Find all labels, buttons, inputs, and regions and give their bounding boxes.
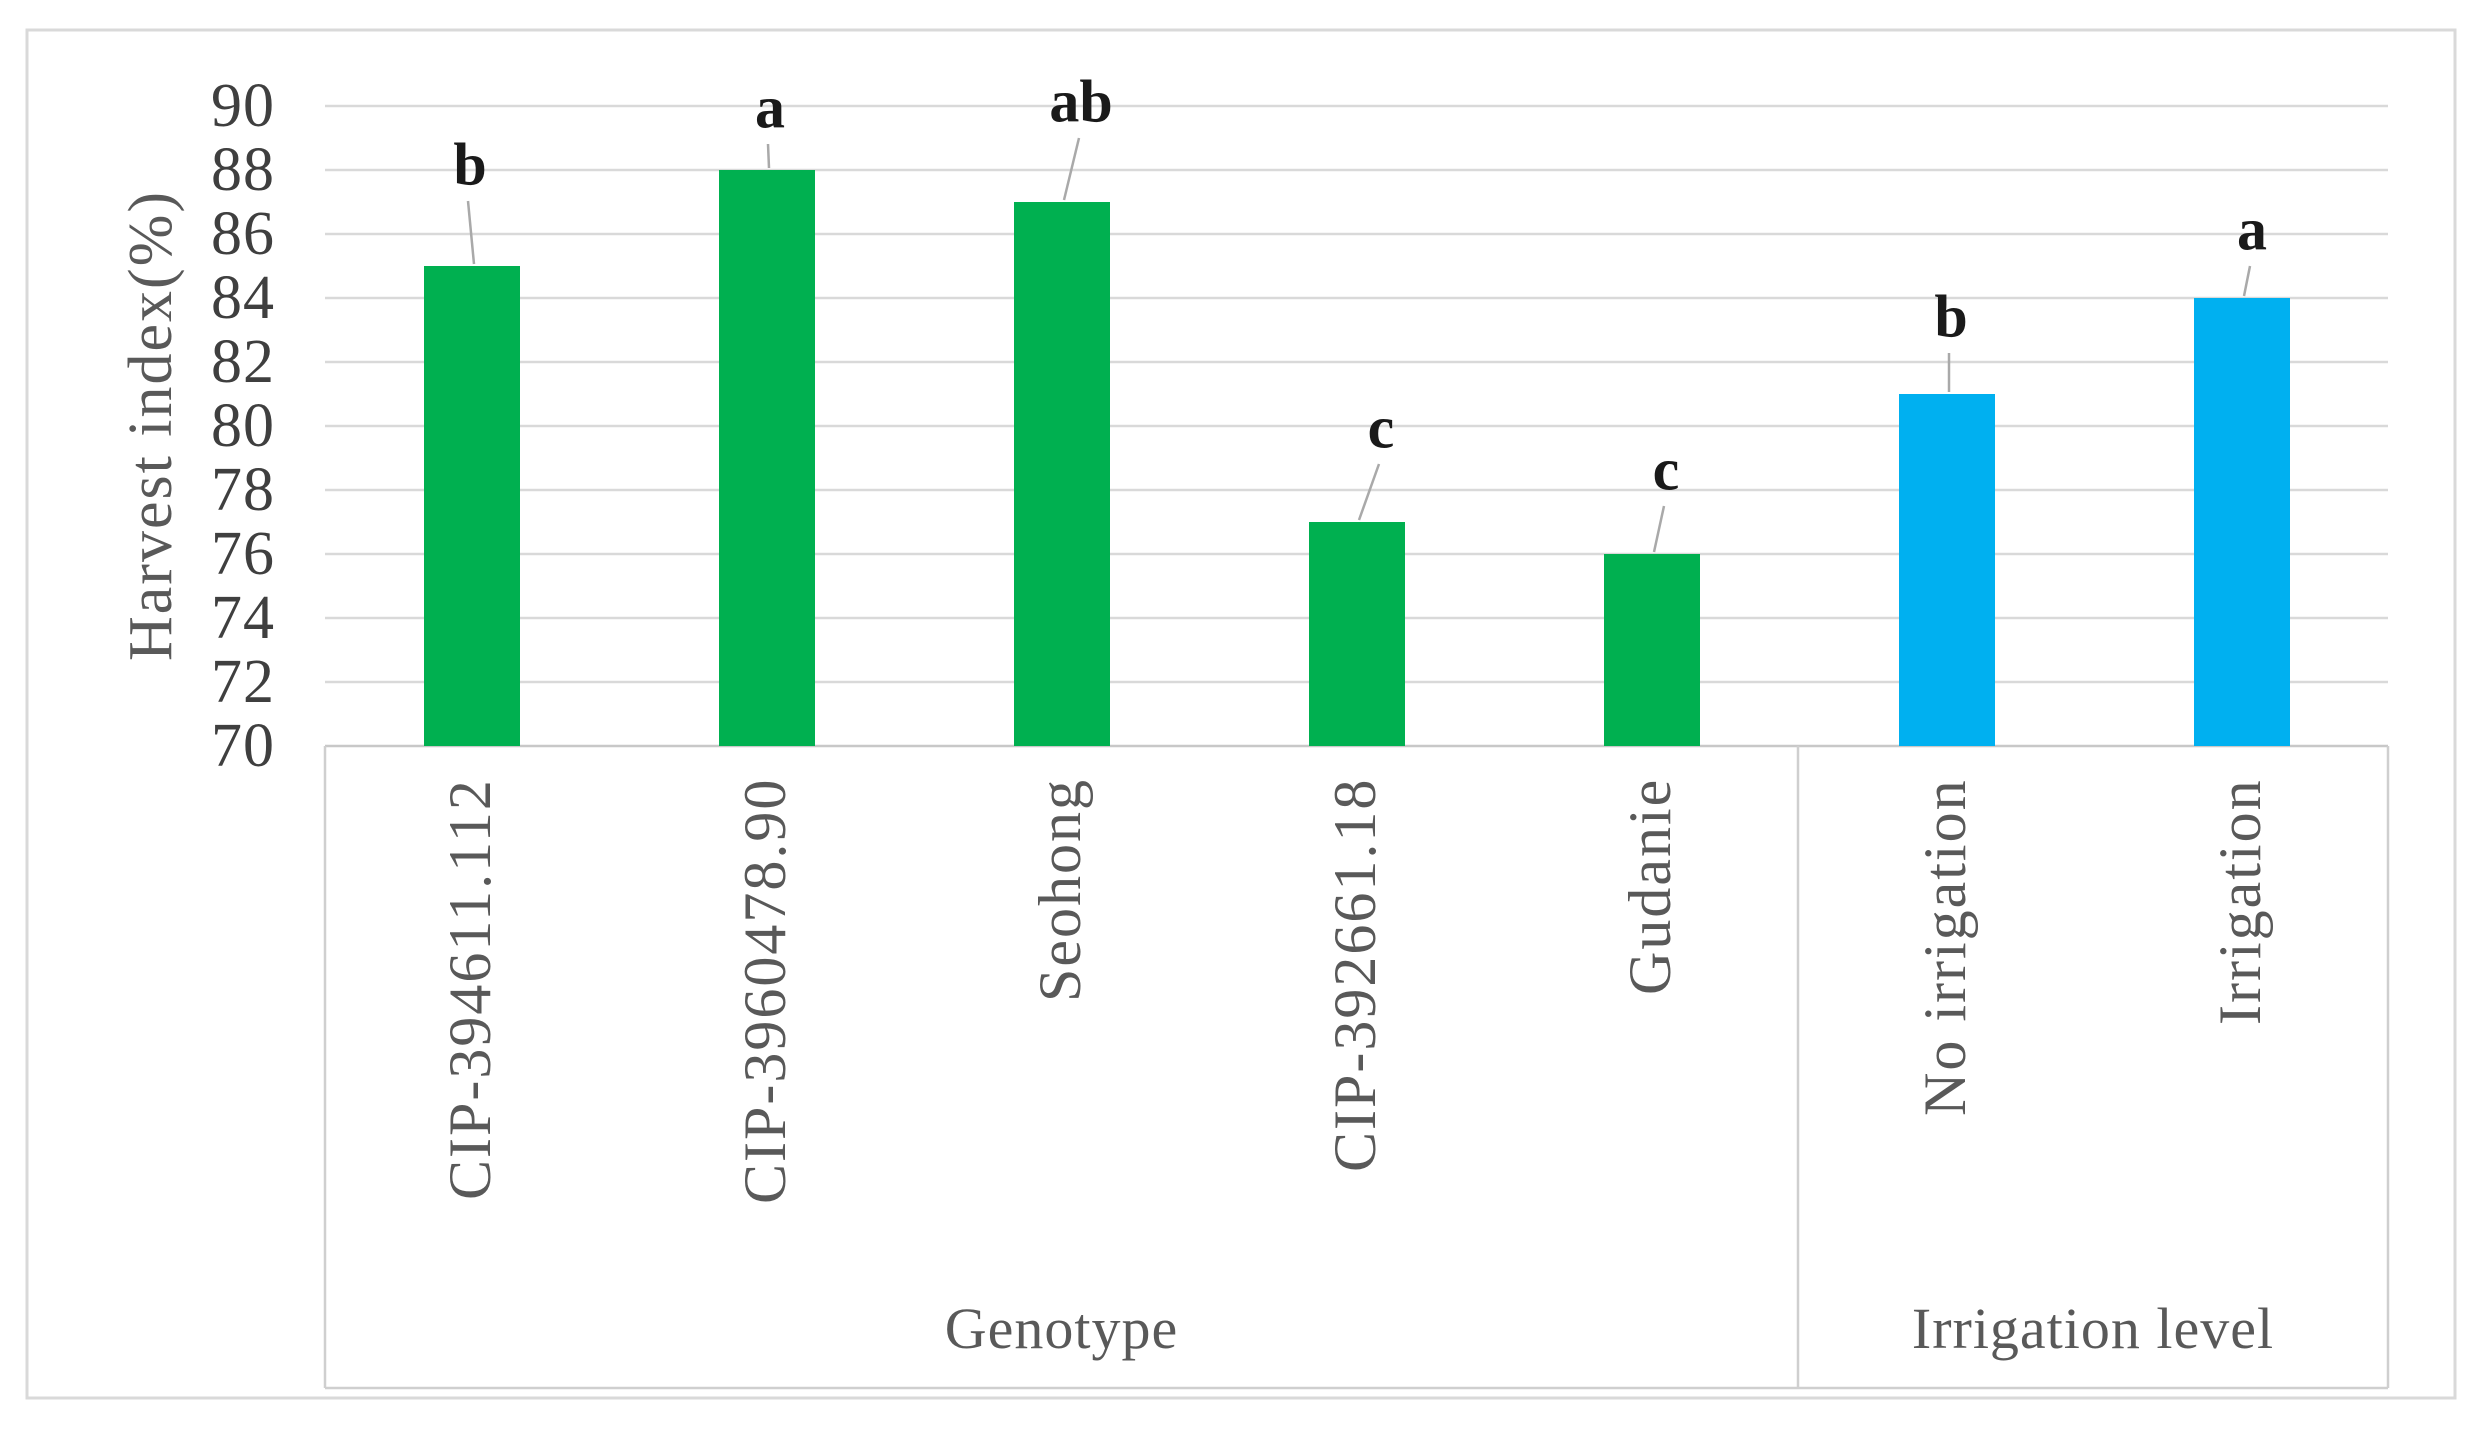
y-tick-label-78: 78 (211, 456, 275, 524)
significance-letter: ab (1049, 68, 1113, 135)
line (766, 143, 771, 169)
category-label: CIP-392661.18 (1322, 778, 1388, 1173)
bar-cip-3960478-90 (719, 170, 815, 746)
y-tick-label-88: 88 (211, 136, 275, 204)
category-label: CIP-3960478.90 (732, 778, 798, 1205)
bar-cip-394611-112 (424, 266, 520, 746)
line (2242, 265, 2252, 297)
group-label-irrigation-level: Irrigation level (1911, 1296, 2275, 1361)
line (466, 200, 476, 265)
group-label-genotype: Genotype (944, 1296, 1179, 1361)
category-label: CIP-394611.112 (437, 778, 503, 1200)
significance-letter: a (2237, 196, 2267, 263)
y-tick-label-80: 80 (211, 392, 275, 460)
category-label: Gudanie (1617, 778, 1683, 996)
figure-border (25, 28, 2457, 1400)
line (1062, 137, 1081, 201)
bar-irrigation (2194, 298, 2290, 746)
bar-no-irrigation (1899, 394, 1995, 746)
significance-letter: a (755, 74, 785, 141)
y-tick-label-74: 74 (211, 584, 275, 652)
y-tick-label-84: 84 (211, 264, 275, 332)
line (1652, 505, 1666, 553)
y-tick-label-86: 86 (211, 200, 275, 268)
y-tick-label-76: 76 (211, 520, 275, 588)
significance-letter: b (453, 131, 487, 198)
y-tick-label-72: 72 (211, 648, 275, 716)
line (1357, 463, 1381, 521)
frame-lines (25, 28, 2457, 1400)
significance-letter: c (1652, 436, 1680, 503)
significance-letter: c (1367, 394, 1395, 461)
y-tick-label-82: 82 (211, 328, 275, 396)
y-tick-label-90: 90 (211, 72, 275, 140)
category-label: No irrigation (1912, 778, 1978, 1116)
category-label: Seohong (1027, 778, 1093, 1002)
bar-cip-392661-18 (1309, 522, 1405, 746)
category-label: Irrigation (2207, 778, 2273, 1025)
bar-gudanie (1604, 554, 1700, 746)
y-tick-label-70: 70 (211, 712, 275, 780)
significance-letter: b (1934, 283, 1968, 350)
bar-seohong (1014, 202, 1110, 746)
